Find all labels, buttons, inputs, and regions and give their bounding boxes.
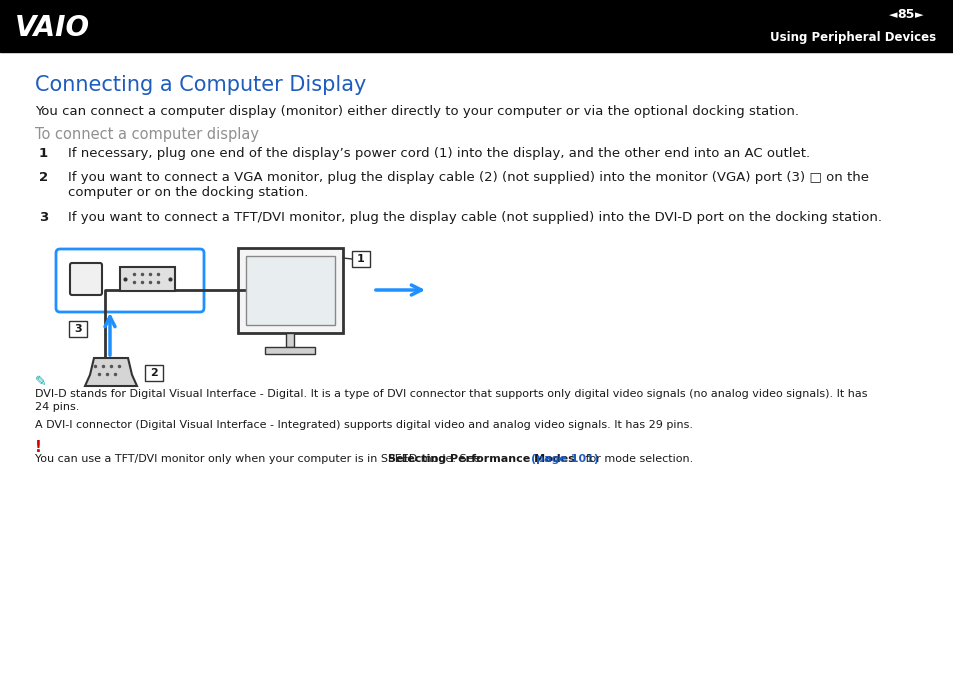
Text: Connecting a Computer Display: Connecting a Computer Display (35, 75, 366, 95)
Text: To connect a computer display: To connect a computer display (35, 127, 258, 142)
FancyBboxPatch shape (56, 249, 204, 312)
Text: 2: 2 (150, 368, 157, 378)
FancyBboxPatch shape (70, 263, 102, 295)
Text: 3: 3 (39, 211, 48, 224)
Bar (286, 333, 294, 347)
Text: VAIO: VAIO (15, 14, 90, 42)
Text: !: ! (35, 440, 42, 455)
Text: ✎: ✎ (35, 375, 47, 389)
Text: 24 pins.: 24 pins. (35, 402, 79, 412)
Polygon shape (85, 358, 137, 386)
Bar (265, 347, 314, 354)
Text: ◄: ◄ (888, 10, 897, 20)
Text: 1: 1 (39, 147, 48, 160)
Text: If you want to connect a VGA monitor, plug the display cable (2) (not supplied) : If you want to connect a VGA monitor, pl… (68, 171, 868, 199)
Text: 85: 85 (897, 9, 914, 22)
Bar (145, 365, 163, 381)
Text: DVI-D stands for Digital Visual Interface - Digital. It is a type of DVI connect: DVI-D stands for Digital Visual Interfac… (35, 389, 866, 399)
Text: 3: 3 (74, 324, 82, 334)
Bar (352, 251, 370, 267)
Bar (0, 0, 953, 52)
Text: If you want to connect a TFT/DVI monitor, plug the display cable (not supplied) : If you want to connect a TFT/DVI monitor… (68, 211, 882, 224)
Text: Using Peripheral Devices: Using Peripheral Devices (769, 30, 935, 44)
Text: A DVI-I connector (Digital Visual Interface - Integrated) supports digital video: A DVI-I connector (Digital Visual Interf… (35, 420, 692, 430)
Text: 2: 2 (39, 171, 48, 184)
Bar (246, 256, 335, 325)
Text: You can connect a computer display (monitor) either directly to your computer or: You can connect a computer display (moni… (35, 105, 799, 118)
Text: (page 101): (page 101) (531, 454, 598, 464)
Text: You can use a TFT/DVI monitor only when your computer is in SPEED mode. See: You can use a TFT/DVI monitor only when … (35, 454, 483, 464)
Text: 1: 1 (356, 254, 364, 264)
Bar (69, 321, 87, 337)
Text: ►: ► (914, 10, 923, 20)
Text: If necessary, plug one end of the display’s power cord (1) into the display, and: If necessary, plug one end of the displa… (68, 147, 809, 160)
Bar (120, 267, 174, 291)
Text: for mode selection.: for mode selection. (581, 454, 693, 464)
Text: Selecting Performance Modes: Selecting Performance Modes (388, 454, 578, 464)
Bar (237, 248, 343, 333)
